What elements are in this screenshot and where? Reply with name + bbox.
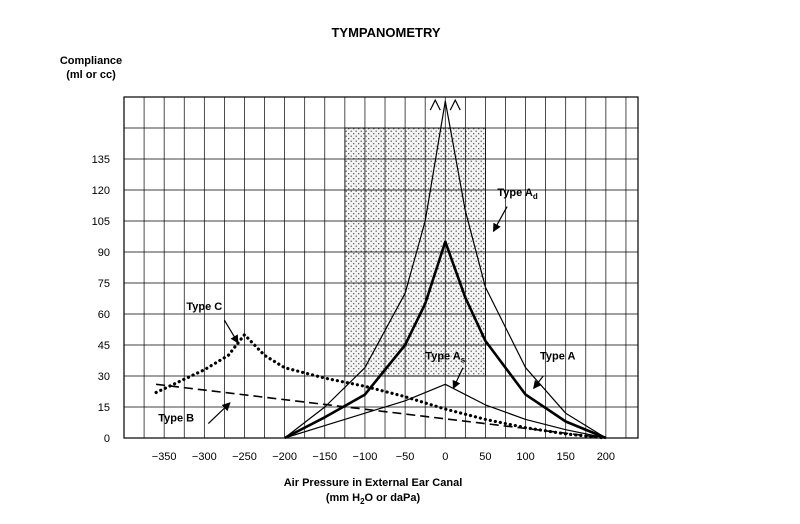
annotation-arrow bbox=[533, 375, 544, 390]
x-tick-label: −200 bbox=[272, 451, 297, 463]
annotation-arrow bbox=[223, 319, 239, 344]
series-type-as bbox=[284, 383, 607, 439]
annotation-label: Type B bbox=[158, 412, 194, 424]
y-tick-label: 105 bbox=[92, 216, 110, 228]
off-scale-arrow-icon bbox=[449, 98, 461, 111]
x-axis-unit-label: (mm H2O or daPa) bbox=[326, 492, 421, 506]
y-axis-unit-label: (ml or cc) bbox=[66, 69, 116, 81]
plot-frame bbox=[123, 96, 639, 439]
x-tick-label: 50 bbox=[479, 451, 491, 463]
y-tick-label: 15 bbox=[98, 402, 110, 414]
y-tick-label: 135 bbox=[92, 154, 110, 166]
annotation-arrow bbox=[492, 206, 508, 233]
annotation-label: Type C bbox=[186, 301, 222, 313]
y-tick-label: 60 bbox=[98, 309, 110, 321]
y-tick-label: 0 bbox=[104, 433, 110, 445]
annotation-label: Type Ad bbox=[497, 187, 537, 201]
x-axis-label: Air Pressure in External Ear Canal bbox=[284, 477, 463, 489]
series-type-c bbox=[154, 333, 608, 440]
annotation-label: Type A bbox=[540, 350, 576, 362]
y-tick-label: 75 bbox=[98, 278, 110, 290]
series-type-a bbox=[284, 240, 607, 440]
y-tick-label: 90 bbox=[98, 247, 110, 259]
x-tick-label: −300 bbox=[192, 451, 217, 463]
annotation-arrow bbox=[207, 402, 231, 424]
x-tick-label: 100 bbox=[516, 451, 534, 463]
x-tick-label: −250 bbox=[232, 451, 257, 463]
series-type-b bbox=[156, 383, 606, 439]
x-tick-label: 0 bbox=[442, 451, 448, 463]
y-axis-label: Compliance bbox=[60, 55, 122, 67]
y-tick-label: 30 bbox=[98, 371, 110, 383]
x-tick-label: −50 bbox=[396, 451, 415, 463]
off-scale-arrow-icon bbox=[429, 98, 441, 111]
annotation-label: Type As bbox=[425, 350, 465, 364]
x-tick-label: −150 bbox=[312, 451, 337, 463]
y-tick-label: 45 bbox=[98, 340, 110, 352]
chart-title: TYMPANOMETRY bbox=[331, 25, 440, 40]
y-tick-label: 120 bbox=[92, 185, 110, 197]
x-tick-label: −100 bbox=[353, 451, 378, 463]
annotation-arrow bbox=[452, 367, 464, 390]
x-tick-label: −350 bbox=[152, 451, 177, 463]
x-tick-label: 150 bbox=[557, 451, 575, 463]
x-tick-label: 200 bbox=[597, 451, 615, 463]
